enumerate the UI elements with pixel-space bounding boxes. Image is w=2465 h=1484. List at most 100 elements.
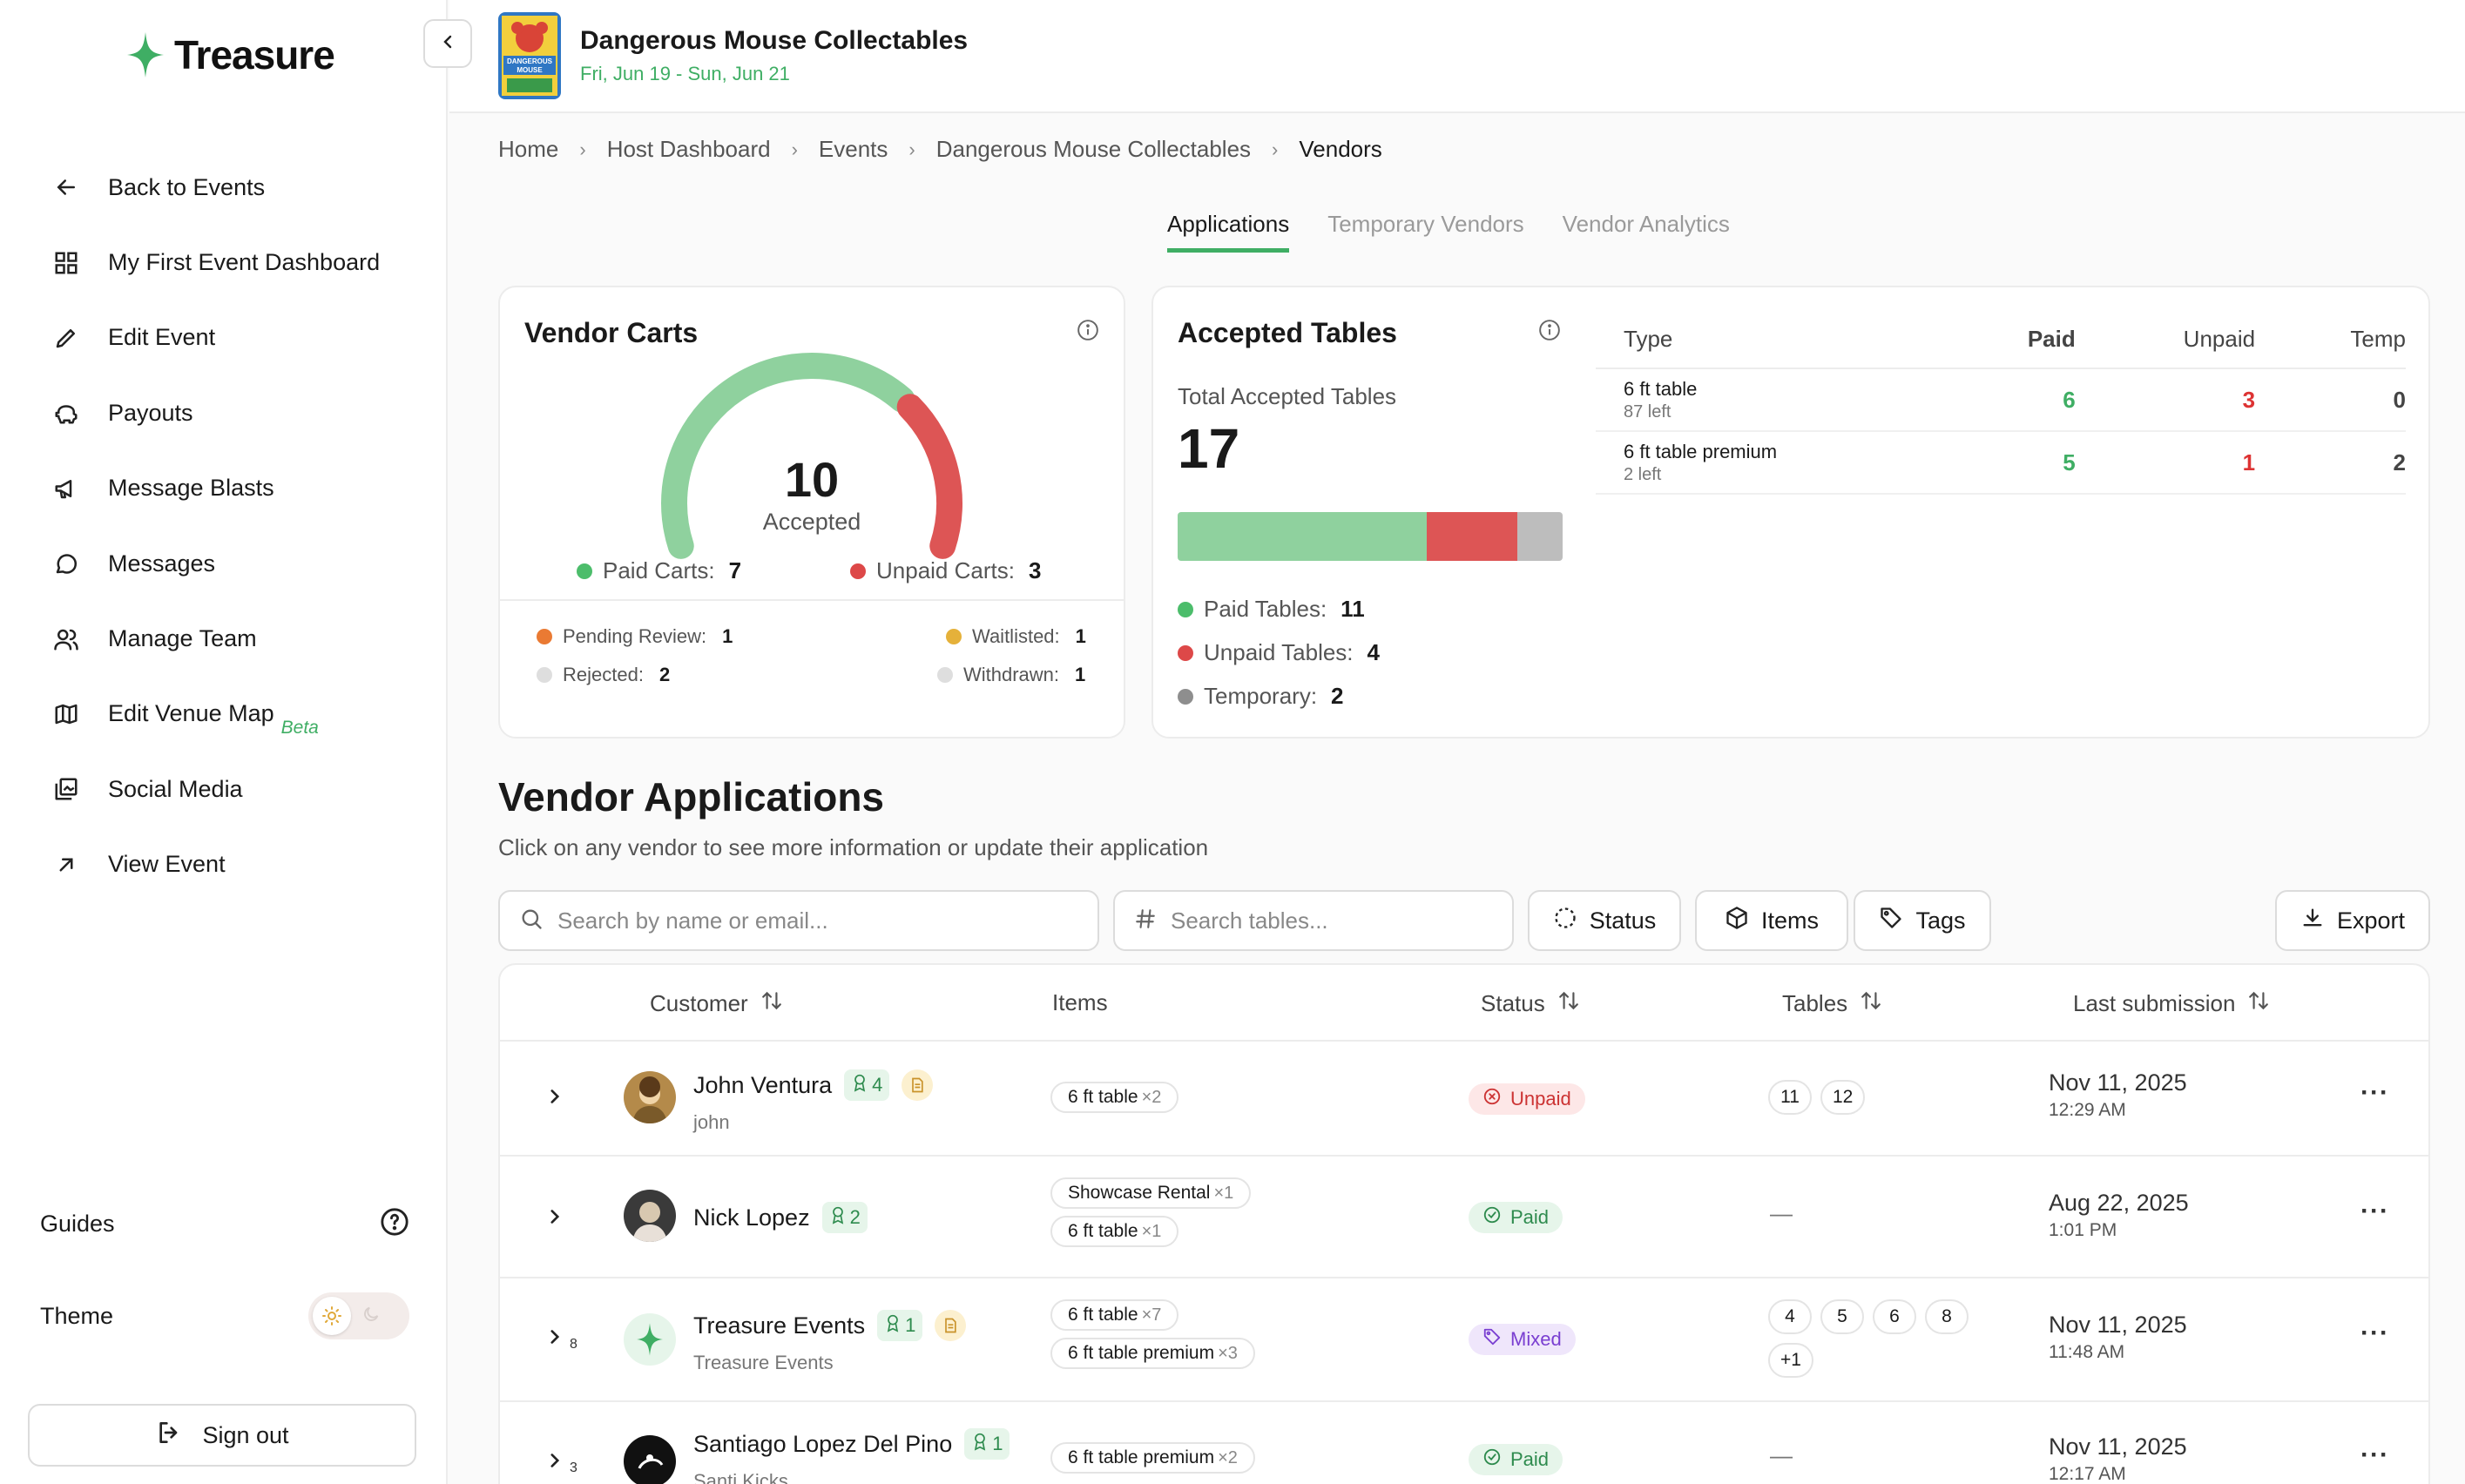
breadcrumb-home[interactable]: Home bbox=[498, 136, 559, 162]
users-icon bbox=[51, 624, 82, 655]
sidebar-item-view-event[interactable]: View Event bbox=[51, 827, 380, 902]
table-number-more[interactable]: +1 bbox=[1768, 1343, 1813, 1378]
guides-label: Guides bbox=[40, 1211, 115, 1237]
breadcrumb-event[interactable]: Dangerous Mouse Collectables bbox=[935, 136, 1252, 162]
temp-tables-legend: Temporary: 2 bbox=[1178, 683, 1344, 710]
breadcrumb-events[interactable]: Events bbox=[818, 136, 888, 162]
sign-out-label: Sign out bbox=[202, 1421, 289, 1448]
table-row[interactable]: Nick Lopez 2 Showcase Rental ×1 6 ft tabl… bbox=[500, 1157, 2428, 1277]
table-row[interactable]: 8 Treasure Events 1 Treasure Events 6 ft… bbox=[500, 1278, 2428, 1400]
unpaid-tables-legend: Unpaid Tables: 4 bbox=[1178, 639, 1380, 666]
temp-tables-value: 2 bbox=[1331, 683, 1344, 709]
search-field[interactable] bbox=[498, 890, 1099, 951]
item-qty: ×3 bbox=[1218, 1343, 1238, 1363]
info-icon[interactable] bbox=[1077, 319, 1099, 346]
table-number: 6 bbox=[1873, 1299, 1916, 1334]
sidebar-item-message-blasts[interactable]: Message Blasts bbox=[51, 451, 380, 526]
item-chip: 6 ft table premium ×3 bbox=[1050, 1338, 1255, 1369]
vendor-tabs: Applications Temporary Vendors Vendor An… bbox=[1167, 211, 1730, 253]
award-icon bbox=[829, 1205, 847, 1230]
unpaid-carts-label: Unpaid Carts: bbox=[876, 557, 1015, 583]
sidebar-item-messages[interactable]: Messages bbox=[51, 526, 380, 601]
theme-toggle[interactable] bbox=[308, 1292, 409, 1339]
items-filter-label: Items bbox=[1760, 907, 1819, 934]
table-row[interactable]: John Ventura 4 john 6 ft table ×2 Unpaid … bbox=[500, 1042, 2428, 1155]
unpaid-dot bbox=[1178, 644, 1193, 661]
paid-carts-legend: Paid Carts: 7 bbox=[577, 557, 741, 584]
arrow-up-right-icon bbox=[51, 849, 82, 880]
sidebar-item-dashboard[interactable]: My First Event Dashboard bbox=[51, 225, 380, 300]
vendor-applications-table: Customer Items Status Tables Last submis… bbox=[498, 963, 2430, 1484]
sun-icon[interactable] bbox=[313, 1297, 351, 1335]
paid-carts-value: 7 bbox=[728, 557, 742, 583]
sidebar-item-social-media[interactable]: Social Media bbox=[51, 752, 380, 826]
last-submission: Nov 11, 2025 12:29 AM bbox=[2049, 1069, 2187, 1121]
sparkle-logo-icon bbox=[127, 32, 164, 78]
expand-row-button[interactable]: 3 bbox=[544, 1449, 577, 1476]
moon-icon[interactable] bbox=[361, 1305, 381, 1328]
sidebar-item-payouts[interactable]: Payouts bbox=[51, 375, 380, 450]
tag-mixed-icon bbox=[1482, 1327, 1502, 1352]
breadcrumb-host-dashboard[interactable]: Host Dashboard bbox=[606, 136, 771, 162]
award-count: 4 bbox=[872, 1074, 883, 1096]
items-filter-button[interactable]: Items bbox=[1695, 890, 1848, 951]
waitlisted-stat: Waitlisted: 1 bbox=[946, 625, 1086, 648]
withdrawn-stat: Withdrawn: 1 bbox=[937, 664, 1085, 686]
customer-name-text: Santiago Lopez Del Pino bbox=[693, 1430, 953, 1457]
col-customer[interactable]: Customer bbox=[650, 989, 783, 1018]
expand-row-button[interactable] bbox=[544, 1085, 566, 1112]
vendor-carts-gauge bbox=[661, 353, 962, 559]
col-status[interactable]: Status bbox=[1481, 989, 1580, 1018]
total-accepted-value: 17 bbox=[1178, 417, 1240, 480]
sidebar-item-label: Manage Team bbox=[108, 625, 257, 652]
help-circle-icon[interactable] bbox=[380, 1207, 409, 1241]
tables-search-field[interactable] bbox=[1113, 890, 1514, 951]
event-poster-thumbnail[interactable]: DANGEROUS MOUSE bbox=[498, 12, 561, 99]
sidebar-item-edit-venue-map[interactable]: Edit Venue Map Beta bbox=[51, 677, 380, 752]
more-options-icon[interactable]: ··· bbox=[2360, 1197, 2389, 1225]
sign-out-button[interactable]: Sign out bbox=[28, 1404, 416, 1467]
search-input[interactable] bbox=[557, 907, 1021, 934]
more-options-icon[interactable]: ··· bbox=[2360, 1319, 2389, 1347]
more-options-icon[interactable]: ··· bbox=[2360, 1440, 2389, 1469]
col-type: Type bbox=[1624, 325, 1673, 352]
withdrawn-label: Withdrawn: bbox=[963, 664, 1060, 685]
sub-application-count: 8 bbox=[570, 1337, 577, 1352]
table-row[interactable]: 3 Santiago Lopez Del Pino 1 Santi Kicks … bbox=[500, 1402, 2428, 1484]
sidebar-item-edit-event[interactable]: Edit Event bbox=[51, 300, 380, 375]
info-icon[interactable] bbox=[1538, 319, 1561, 346]
brand-logo[interactable]: Treasure bbox=[127, 31, 335, 78]
item-name: Showcase Rental bbox=[1068, 1183, 1211, 1203]
sidebar-item-text: Edit Venue Map bbox=[108, 700, 274, 727]
expand-row-button[interactable] bbox=[544, 1205, 566, 1232]
export-button[interactable]: Export bbox=[2275, 890, 2430, 951]
paid-carts-label: Paid Carts: bbox=[603, 557, 715, 583]
row-divider bbox=[500, 1155, 2428, 1157]
expand-row-button[interactable]: 8 bbox=[544, 1325, 577, 1352]
col-paid: Paid bbox=[2027, 325, 2076, 352]
sidebar-item-label: Edit Event bbox=[108, 324, 216, 351]
tab-vendor-analytics[interactable]: Vendor Analytics bbox=[1562, 211, 1730, 237]
sidebar-item-back-to-events[interactable]: Back to Events bbox=[51, 150, 380, 225]
tables-search-input[interactable] bbox=[1171, 907, 1474, 934]
table-number: 5 bbox=[1820, 1299, 1864, 1334]
customer-name: Nick Lopez 2 bbox=[693, 1202, 868, 1233]
guides-row[interactable]: Guides bbox=[40, 1207, 409, 1241]
tab-temporary-vendors[interactable]: Temporary Vendors bbox=[1327, 211, 1524, 237]
unpaid-count: 1 bbox=[2242, 449, 2256, 476]
tab-applications[interactable]: Applications bbox=[1167, 211, 1290, 253]
note-icon[interactable] bbox=[935, 1310, 967, 1341]
note-icon[interactable] bbox=[902, 1069, 934, 1101]
item-chip: Showcase Rental ×1 bbox=[1050, 1177, 1252, 1209]
col-last-submission[interactable]: Last submission bbox=[2073, 989, 2270, 1018]
chevron-right-icon: › bbox=[791, 138, 798, 160]
more-options-icon[interactable]: ··· bbox=[2360, 1078, 2389, 1107]
collapse-sidebar-button[interactable] bbox=[423, 19, 472, 68]
sidebar-item-manage-team[interactable]: Manage Team bbox=[51, 601, 380, 676]
tags-filter-button[interactable]: Tags bbox=[1854, 890, 1991, 951]
theme-row: Theme bbox=[40, 1292, 409, 1339]
submission-time: 1:01 PM bbox=[2049, 1220, 2117, 1240]
col-tables[interactable]: Tables bbox=[1782, 989, 1882, 1018]
svg-text:MOUSE: MOUSE bbox=[517, 66, 543, 74]
status-filter-button[interactable]: Status bbox=[1528, 890, 1681, 951]
